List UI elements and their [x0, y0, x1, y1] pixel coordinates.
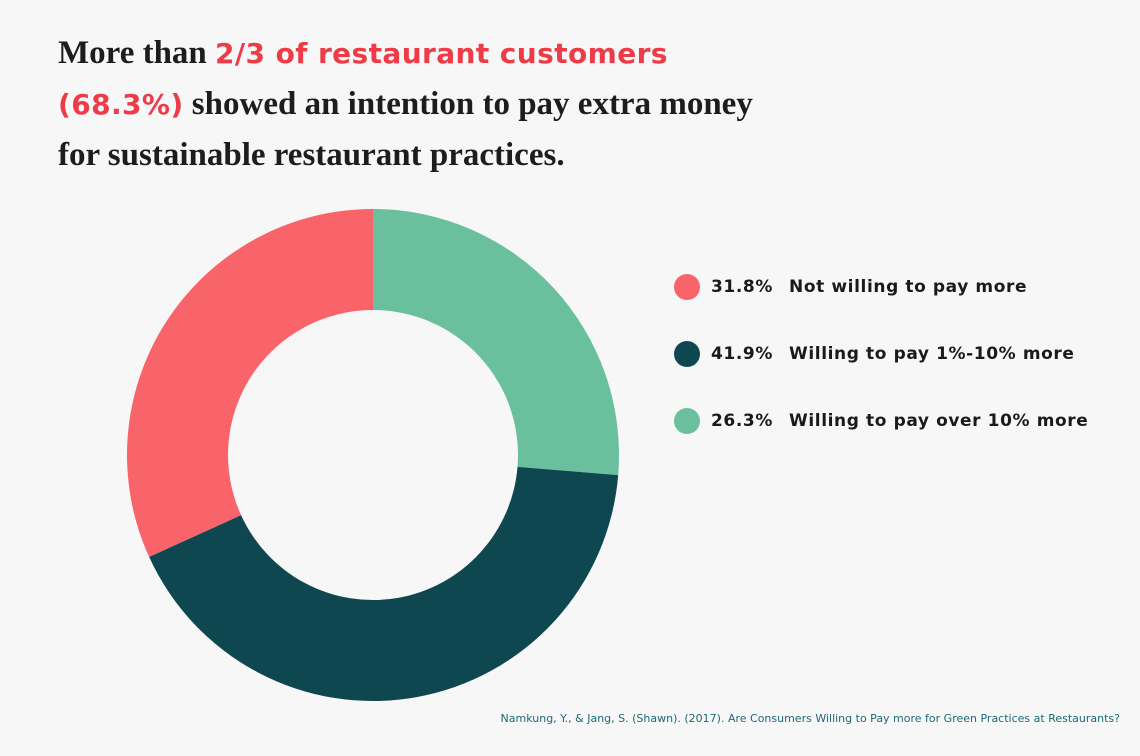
title-text-part3: for sustainable restaurant practices. — [58, 137, 565, 173]
legend-item-not-willing: 31.8% Not willing to pay more — [674, 270, 1088, 304]
donut-slice-willing-1-10 — [149, 466, 619, 701]
legend-swatch-willing-1-10 — [674, 341, 700, 367]
legend-label-not-willing: Not willing to pay more — [789, 277, 1028, 297]
chart-title: More than 2/3 of restaurant customers (68… — [58, 28, 818, 180]
chart-legend: 31.8% Not willing to pay more 41.9% Will… — [674, 270, 1088, 471]
legend-swatch-willing-over-10 — [674, 408, 700, 434]
source-citation: Namkung, Y., & Jang, S. (Shawn). (2017).… — [500, 712, 1120, 725]
legend-label-willing-1-10: Willing to pay 1%-10% more — [789, 344, 1075, 364]
legend-item-willing-over-10: 26.3% Willing to pay over 10% more — [674, 404, 1088, 438]
legend-label-willing-over-10: Willing to pay over 10% more — [789, 411, 1089, 431]
donut-slice-not-willing — [127, 208, 373, 557]
title-text-part2: showed an intention to pay extra money — [183, 86, 753, 122]
donut-chart — [127, 208, 619, 701]
legend-swatch-not-willing — [674, 274, 700, 300]
title-highlight-percent: (68.3%) — [58, 88, 184, 121]
legend-pct-willing-over-10: 26.3% — [711, 411, 773, 431]
legend-pct-not-willing: 31.8% — [711, 277, 773, 297]
legend-pct-willing-1-10: 41.9% — [711, 344, 773, 364]
title-text-part1: More than — [58, 35, 216, 71]
title-highlight-fraction: 2/3 of restaurant customers — [215, 37, 668, 70]
legend-item-willing-1-10: 41.9% Willing to pay 1%-10% more — [674, 337, 1088, 371]
donut-slice-willing-over-10 — [373, 209, 619, 476]
